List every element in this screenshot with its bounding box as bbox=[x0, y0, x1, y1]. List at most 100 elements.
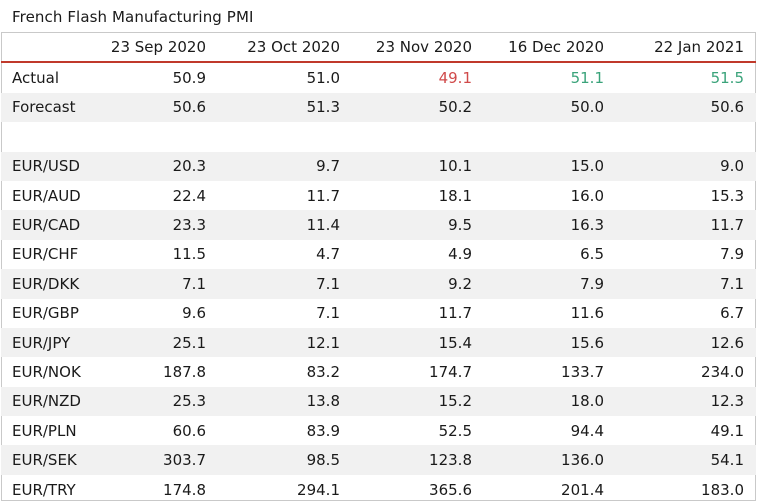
value-cell: 18.0 bbox=[484, 386, 616, 417]
table-row: EUR/NOK 187.8 83.2 174.7 133.7 234.0 bbox=[1, 357, 756, 386]
value-cell: 11.6 bbox=[570, 304, 604, 323]
column-header: 22 Jan 2021 bbox=[654, 37, 744, 56]
value-cell: 9.7 bbox=[218, 151, 352, 181]
value-cell: 7.9 bbox=[484, 269, 616, 299]
value-cell: 9.6 bbox=[182, 304, 206, 323]
value-cell: 15.6 bbox=[484, 327, 616, 358]
table-row: EUR/GBP 9.6 7.1 11.7 11.6 6.7 bbox=[1, 299, 756, 328]
header-row: 23 Sep 2020 23 Oct 2020 23 Nov 2020 16 D… bbox=[1, 32, 756, 63]
value-cell: 12.6 bbox=[616, 327, 756, 358]
spacer-row bbox=[1, 122, 756, 151]
row-label: EUR/JPY bbox=[1, 327, 93, 358]
value-cell: 7.1 bbox=[93, 269, 218, 299]
value-cell: 187.8 bbox=[163, 362, 206, 381]
value-cell: 12.1 bbox=[218, 327, 352, 358]
row-label: EUR/PLN bbox=[12, 421, 77, 440]
row-label: EUR/CHF bbox=[12, 245, 79, 264]
value-cell: 133.7 bbox=[561, 362, 604, 381]
value-cell: 54.1 bbox=[616, 445, 756, 475]
row-label: EUR/NOK bbox=[12, 362, 81, 381]
value-cell: 12.3 bbox=[616, 386, 756, 417]
value-cell: 13.8 bbox=[218, 386, 352, 417]
value-cell: 11.7 bbox=[306, 186, 340, 205]
row-label: EUR/SEK bbox=[1, 445, 93, 475]
pmi-table: 23 Sep 2020 23 Oct 2020 23 Nov 2020 16 D… bbox=[1, 32, 756, 504]
value-cell: 365.6 bbox=[429, 480, 472, 499]
row-label: EUR/AUD bbox=[12, 186, 81, 205]
value-cell: 98.5 bbox=[218, 445, 352, 475]
value-cell: 11.7 bbox=[616, 210, 756, 240]
actual-cell: 51.1 bbox=[570, 69, 604, 88]
value-cell: 7.1 bbox=[616, 269, 756, 299]
table-row: EUR/NZD 25.3 13.8 15.2 18.0 12.3 bbox=[1, 386, 756, 417]
table-row: EUR/SEK 303.7 98.5 123.8 136.0 54.1 bbox=[1, 445, 756, 475]
value-cell: 7.1 bbox=[218, 269, 352, 299]
table-row: EUR/PLN 60.6 83.9 52.5 94.4 49.1 bbox=[1, 416, 756, 445]
table-row: EUR/DKK 7.1 7.1 9.2 7.9 7.1 bbox=[1, 269, 756, 299]
value-cell: 23.3 bbox=[93, 210, 218, 240]
table-row: EUR/CHF 11.5 4.7 4.9 6.5 7.9 bbox=[1, 240, 756, 269]
row-label: EUR/USD bbox=[1, 151, 93, 181]
value-cell: 22.4 bbox=[172, 186, 206, 205]
value-cell: 15.0 bbox=[484, 151, 616, 181]
value-cell: 183.0 bbox=[701, 480, 744, 499]
row-label: EUR/GBP bbox=[12, 304, 79, 323]
value-cell: 49.1 bbox=[710, 421, 744, 440]
table-row: EUR/AUD 22.4 11.7 18.1 16.0 15.3 bbox=[1, 181, 756, 210]
value-cell: 136.0 bbox=[484, 445, 616, 475]
row-label: EUR/CAD bbox=[1, 210, 93, 240]
forecast-cell: 50.0 bbox=[484, 92, 616, 123]
actual-cell: 51.0 bbox=[306, 69, 340, 88]
actual-cell: 50.9 bbox=[172, 69, 206, 88]
value-cell: 15.2 bbox=[352, 386, 484, 417]
forecast-cell: 50.2 bbox=[352, 92, 484, 123]
value-cell: 123.8 bbox=[352, 445, 484, 475]
row-label: Actual bbox=[12, 69, 59, 88]
forecast-cell: 50.6 bbox=[93, 92, 218, 123]
table-row: EUR/TRY 174.8 294.1 365.6 201.4 183.0 bbox=[1, 475, 756, 504]
value-cell: 7.1 bbox=[316, 304, 340, 323]
value-cell: 201.4 bbox=[561, 480, 604, 499]
actual-cell: 51.5 bbox=[710, 69, 744, 88]
value-cell: 25.3 bbox=[93, 386, 218, 417]
value-cell: 16.0 bbox=[570, 186, 604, 205]
forecast-row: Forecast 50.6 51.3 50.2 50.0 50.6 bbox=[1, 92, 756, 123]
value-cell: 9.5 bbox=[352, 210, 484, 240]
value-cell: 234.0 bbox=[701, 362, 744, 381]
column-header: 16 Dec 2020 bbox=[508, 37, 604, 56]
column-header: 23 Nov 2020 bbox=[375, 37, 472, 56]
table-row: EUR/JPY 25.1 12.1 15.4 15.6 12.6 bbox=[1, 327, 756, 358]
value-cell: 294.1 bbox=[297, 480, 340, 499]
value-cell: 10.1 bbox=[352, 151, 484, 181]
value-cell: 83.2 bbox=[306, 362, 340, 381]
table-row: EUR/CAD 23.3 11.4 9.5 16.3 11.7 bbox=[1, 210, 756, 240]
value-cell: 7.9 bbox=[720, 245, 744, 264]
row-label: EUR/DKK bbox=[1, 269, 93, 299]
value-cell: 11.5 bbox=[172, 245, 206, 264]
value-cell: 6.5 bbox=[580, 245, 604, 264]
column-header: 23 Oct 2020 bbox=[247, 37, 340, 56]
value-cell: 4.9 bbox=[448, 245, 472, 264]
header-corner bbox=[1, 32, 93, 62]
value-cell: 9.0 bbox=[616, 151, 756, 181]
table-row: EUR/USD 20.3 9.7 10.1 15.0 9.0 bbox=[1, 151, 756, 181]
value-cell: 52.5 bbox=[438, 421, 472, 440]
value-cell: 20.3 bbox=[93, 151, 218, 181]
table-frame bbox=[1, 32, 756, 501]
value-cell: 94.4 bbox=[570, 421, 604, 440]
value-cell: 15.3 bbox=[710, 186, 744, 205]
value-cell: 16.3 bbox=[484, 210, 616, 240]
row-label: Forecast bbox=[1, 92, 93, 123]
value-cell: 83.9 bbox=[306, 421, 340, 440]
row-label: EUR/TRY bbox=[12, 480, 76, 499]
forecast-cell: 50.6 bbox=[616, 92, 756, 123]
row-label: EUR/NZD bbox=[1, 386, 93, 417]
value-cell: 6.7 bbox=[720, 304, 744, 323]
value-cell: 11.7 bbox=[438, 304, 472, 323]
value-cell: 18.1 bbox=[438, 186, 472, 205]
value-cell: 11.4 bbox=[218, 210, 352, 240]
value-cell: 25.1 bbox=[93, 327, 218, 358]
table-title: French Flash Manufacturing PMI bbox=[12, 8, 254, 26]
value-cell: 9.2 bbox=[352, 269, 484, 299]
value-cell: 174.8 bbox=[163, 480, 206, 499]
